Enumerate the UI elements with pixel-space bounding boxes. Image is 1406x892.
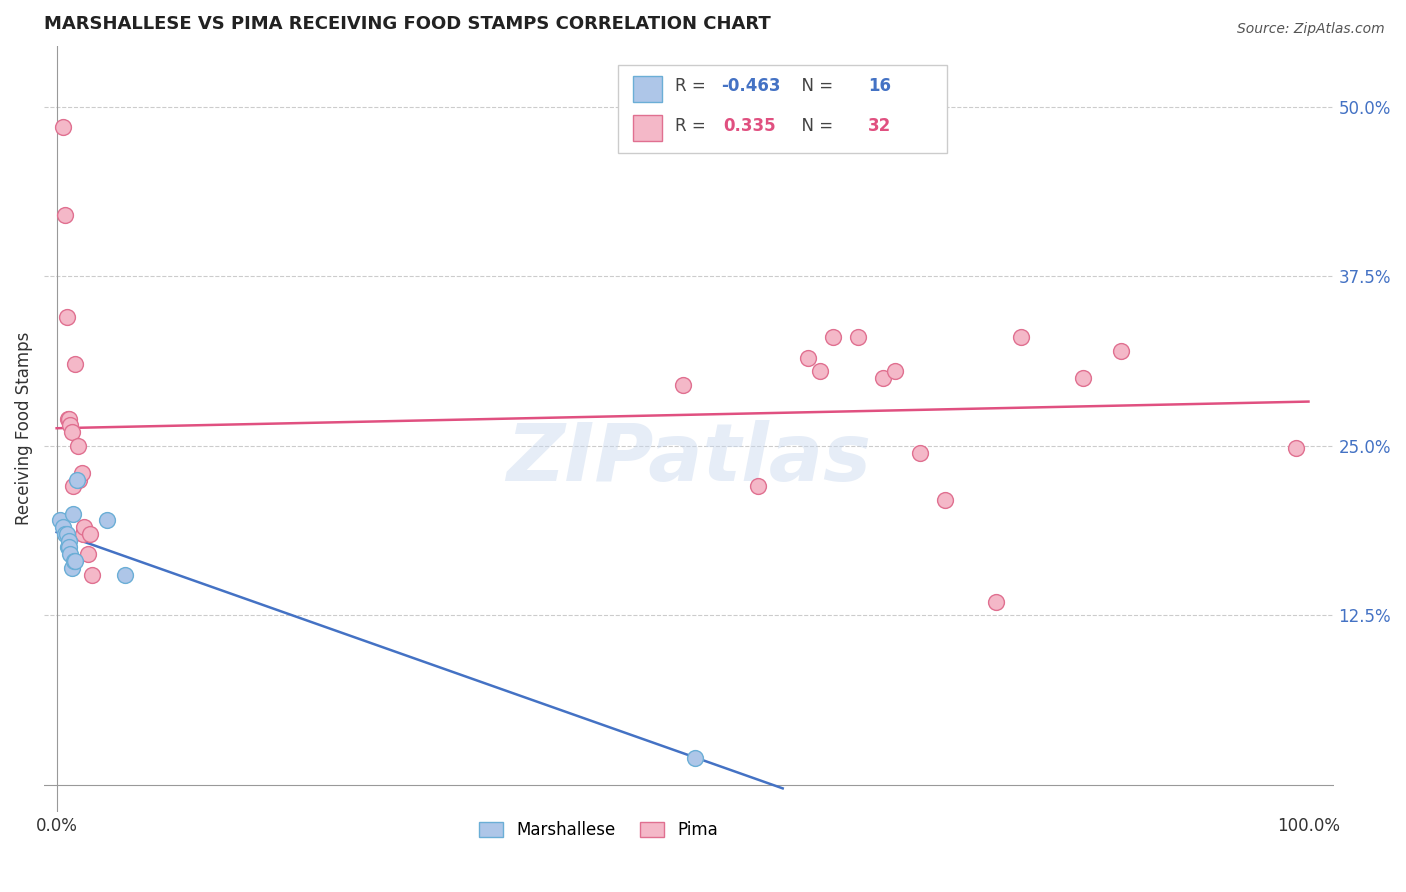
Point [55, 310, 77, 324]
Point [79, 527, 101, 541]
Point [77, 547, 100, 561]
Point [747, 479, 769, 493]
FancyBboxPatch shape [633, 76, 662, 102]
Text: 32: 32 [868, 117, 891, 135]
Point [60, 561, 83, 575]
Point [72, 527, 94, 541]
Point [55, 208, 77, 222]
Point [884, 364, 907, 378]
Point [52, 120, 75, 134]
Point [49, 513, 72, 527]
Point [58, 533, 80, 548]
Point [58, 541, 80, 555]
Point [55, 527, 77, 541]
Text: N =: N = [790, 117, 838, 135]
Text: Source: ZipAtlas.com: Source: ZipAtlas.com [1237, 22, 1385, 37]
Point [796, 351, 818, 365]
Point [65, 554, 87, 568]
Point [59, 418, 82, 433]
Point [846, 330, 869, 344]
Point [63, 554, 86, 568]
Point [80, 567, 103, 582]
Text: R =: R = [675, 78, 710, 95]
Point [73, 520, 96, 534]
Point [55, 527, 77, 541]
Text: R =: R = [675, 117, 716, 135]
Point [66, 439, 89, 453]
Point [934, 493, 956, 508]
Point [67, 473, 90, 487]
Point [1010, 330, 1032, 344]
Point [821, 330, 844, 344]
Text: 0.335: 0.335 [724, 117, 776, 135]
Text: MARSHALLESE VS PIMA RECEIVING FOOD STAMPS CORRELATION CHART: MARSHALLESE VS PIMA RECEIVING FOOD STAMP… [44, 15, 770, 33]
Text: N =: N = [790, 78, 838, 95]
Point [62, 507, 84, 521]
Point [1285, 442, 1308, 456]
Point [872, 371, 894, 385]
Y-axis label: Receiving Food Stamps: Receiving Food Stamps [15, 332, 32, 525]
Text: 16: 16 [868, 78, 891, 95]
Text: ZIPatlas: ZIPatlas [506, 420, 872, 499]
Point [62, 479, 84, 493]
Point [66, 473, 89, 487]
Point [910, 445, 932, 459]
Point [56, 541, 79, 555]
Point [65, 357, 87, 371]
Point [52, 520, 75, 534]
Point [96, 513, 118, 527]
Point [70, 466, 93, 480]
Point [56, 411, 79, 425]
Point [59, 547, 82, 561]
Point [671, 377, 693, 392]
Legend: Marshallese, Pima: Marshallese, Pima [472, 814, 724, 846]
Point [60, 425, 83, 439]
Point [683, 750, 706, 764]
Point [984, 595, 1007, 609]
Point [114, 567, 136, 582]
FancyBboxPatch shape [633, 115, 662, 142]
Point [58, 411, 80, 425]
FancyBboxPatch shape [617, 65, 946, 153]
Point [1071, 371, 1094, 385]
Point [1109, 343, 1132, 358]
Point [808, 364, 831, 378]
Text: -0.463: -0.463 [721, 78, 780, 95]
